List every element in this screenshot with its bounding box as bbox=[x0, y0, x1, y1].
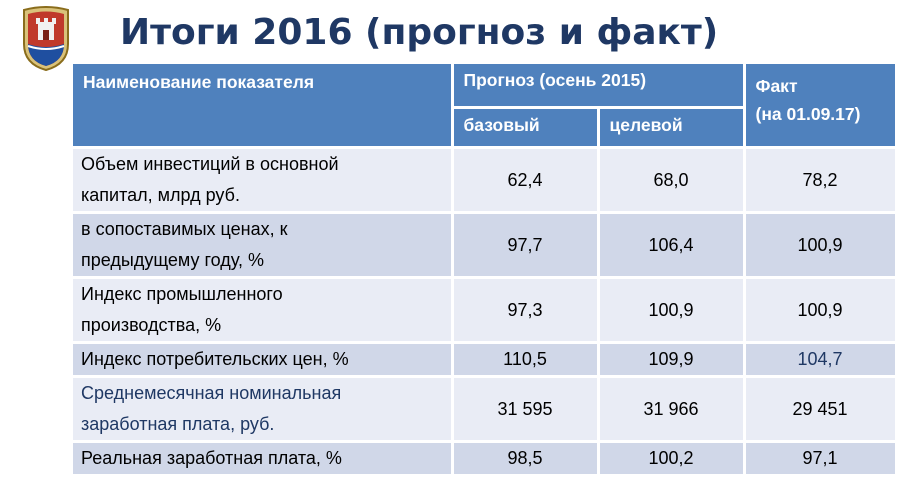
cell-target: 106,4 bbox=[598, 212, 746, 279]
header-fact-line1: Факт bbox=[755, 76, 798, 96]
table-row: Среднемесячная номинальная заработная пл… bbox=[73, 376, 898, 443]
cell-target: 100,9 bbox=[598, 277, 746, 344]
cell-base: 98,5 bbox=[452, 441, 600, 477]
table-row: Объем инвестиций в основной капитал, млр… bbox=[73, 147, 898, 214]
row-label-line: в сопоставимых ценах, к bbox=[81, 219, 288, 239]
coat-of-arms-icon bbox=[23, 6, 69, 72]
cell-target: 31 966 bbox=[598, 376, 746, 443]
row-label: Индекс промышленного производства, % bbox=[73, 277, 454, 344]
header-base: базовый bbox=[452, 107, 600, 149]
header-fact: Факт (на 01.09.17) bbox=[744, 64, 898, 149]
row-label-line: Индекс промышленного bbox=[81, 284, 283, 304]
row-label-line: заработная плата, руб. bbox=[81, 414, 275, 434]
cell-base: 62,4 bbox=[452, 147, 600, 214]
cell-target: 68,0 bbox=[598, 147, 746, 214]
row-label-line: Реальная заработная плата, % bbox=[81, 448, 342, 468]
row-label-line: Объем инвестиций в основной bbox=[81, 154, 339, 174]
indicators-table: Наименование показателя Прогноз (осень 2… bbox=[73, 64, 898, 477]
cell-base: 110,5 bbox=[452, 342, 600, 378]
row-label: Индекс потребительских цен, % bbox=[73, 342, 454, 378]
cell-base: 97,7 bbox=[452, 212, 600, 279]
row-label-line: капитал, млрд руб. bbox=[81, 185, 240, 205]
table-row: Реальная заработная плата, % 98,5 100,2 … bbox=[73, 441, 898, 477]
cell-fact: 100,9 bbox=[744, 212, 898, 279]
page-title: Итоги 2016 (прогноз и факт) bbox=[120, 12, 719, 53]
cell-target: 109,9 bbox=[598, 342, 746, 378]
row-label: в сопоставимых ценах, к предыдущему году… bbox=[73, 212, 454, 279]
row-label: Среднемесячная номинальная заработная пл… bbox=[73, 376, 454, 443]
table-row: Индекс промышленного производства, % 97,… bbox=[73, 277, 898, 344]
row-label-line: предыдущему году, % bbox=[81, 250, 265, 270]
header-forecast: Прогноз (осень 2015) bbox=[452, 64, 746, 110]
table-row: Индекс потребительских цен, % 110,5 109,… bbox=[73, 342, 898, 378]
cell-fact: 100,9 bbox=[744, 277, 898, 344]
cell-target: 100,2 bbox=[598, 441, 746, 477]
cell-base: 97,3 bbox=[452, 277, 600, 344]
table-row: в сопоставимых ценах, к предыдущему году… bbox=[73, 212, 898, 279]
cell-fact: 29 451 bbox=[744, 376, 898, 443]
cell-fact: 104,7 bbox=[744, 342, 898, 378]
header-fact-line2: (на 01.09.17) bbox=[755, 104, 861, 124]
row-label-line: Индекс потребительских цен, % bbox=[81, 349, 349, 369]
cell-base: 31 595 bbox=[452, 376, 600, 443]
row-label-line: производства, % bbox=[81, 315, 222, 335]
header-indicator-name: Наименование показателя bbox=[73, 64, 454, 149]
header-target: целевой bbox=[598, 107, 746, 149]
row-label-line: Среднемесячная номинальная bbox=[81, 383, 342, 403]
row-label: Реальная заработная плата, % bbox=[73, 441, 454, 477]
row-label: Объем инвестиций в основной капитал, млр… bbox=[73, 147, 454, 214]
cell-fact: 97,1 bbox=[744, 441, 898, 477]
cell-fact: 78,2 bbox=[744, 147, 898, 214]
